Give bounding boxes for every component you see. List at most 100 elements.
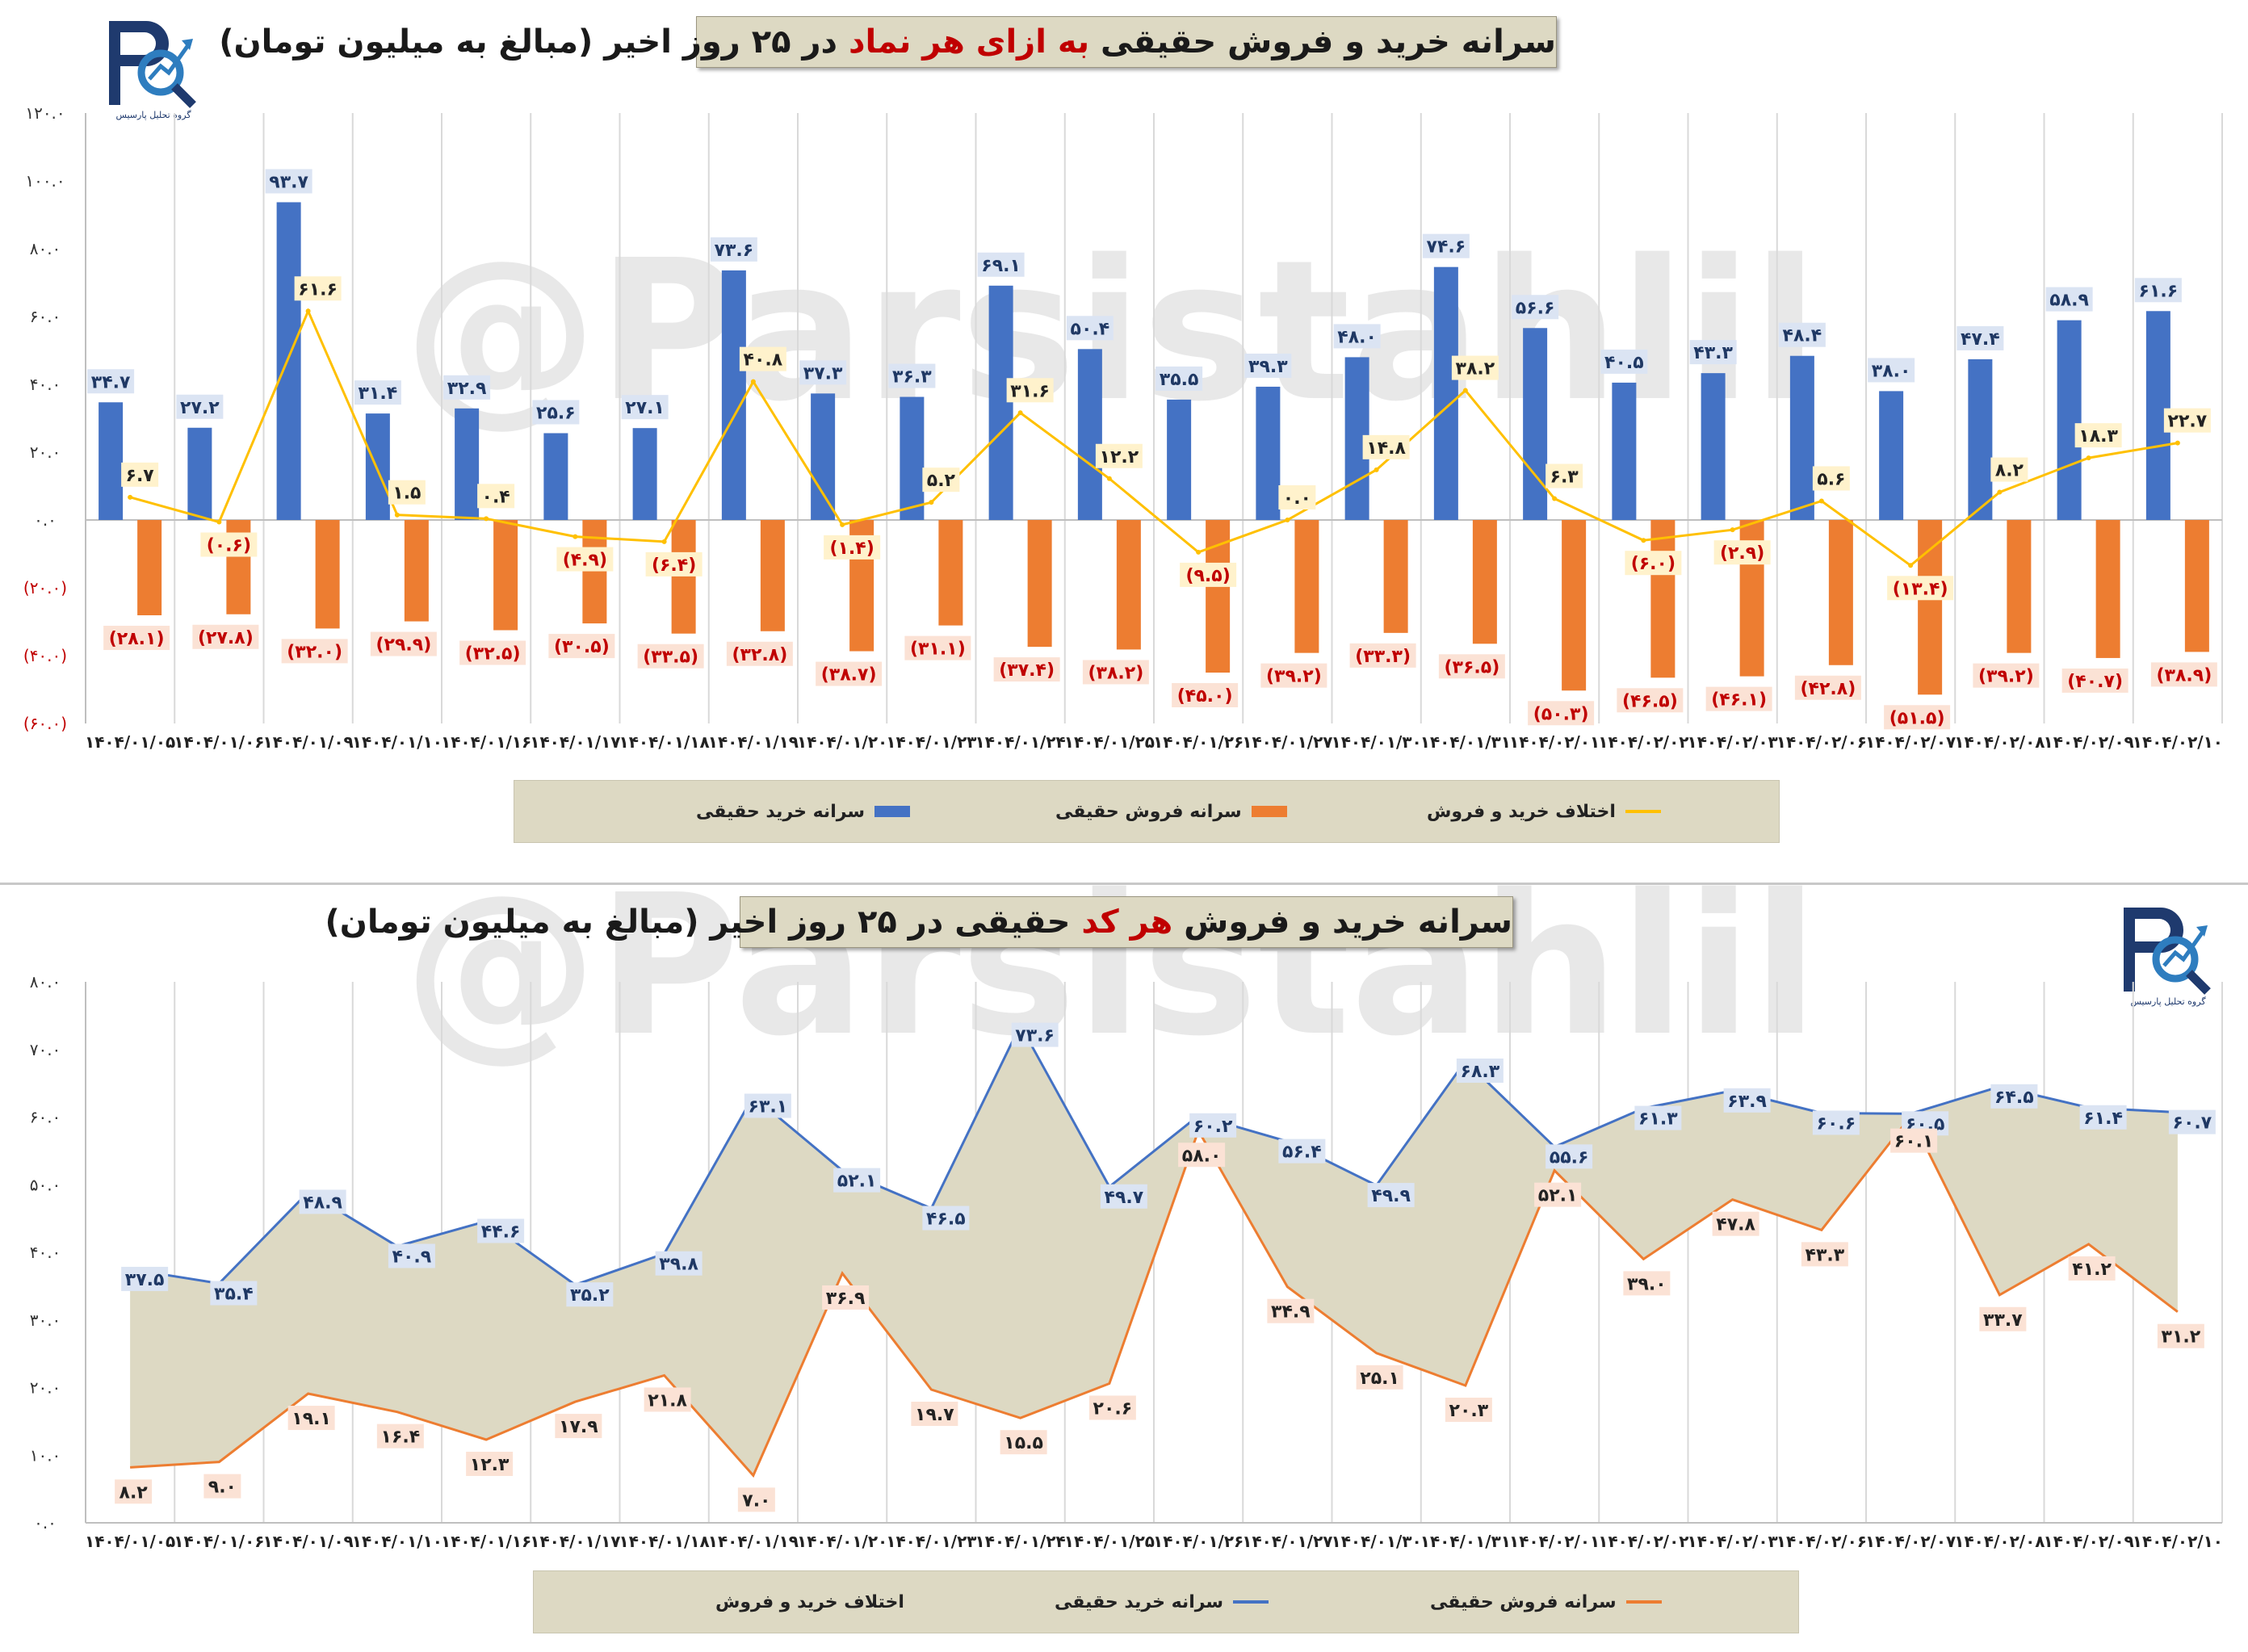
buy-data-label: ۴۹.۹ bbox=[1371, 1186, 1411, 1206]
sell-data-label-box bbox=[281, 639, 348, 664]
y-tick-label: ۶۰.۰ bbox=[30, 1108, 61, 1127]
sell-bar bbox=[137, 520, 162, 616]
diff-point bbox=[2175, 440, 2180, 446]
sell-bar bbox=[1828, 520, 1853, 665]
buy-bar bbox=[1077, 349, 1102, 520]
x-tick-label: ۱۴۰۴/۰۲/۰۹ bbox=[2043, 732, 2133, 752]
company-logo: گروه تحلیل پارسیس bbox=[2116, 903, 2221, 1011]
sell-data-label-box bbox=[459, 640, 526, 665]
x-tick-label: ۱۴۰۴/۰۱/۲۶ bbox=[1153, 732, 1244, 752]
buy-data-label-box bbox=[888, 363, 936, 388]
buy-data-label-box bbox=[2134, 278, 2182, 303]
sell-data-label-box bbox=[1973, 663, 2040, 688]
title-part: سرانه خرید و فروش حقیقی bbox=[1089, 23, 1556, 61]
diff-data-label-box bbox=[645, 551, 702, 577]
x-tick-label: ۱۴۰۴/۰۱/۲۳ bbox=[886, 732, 976, 752]
buy-data-label: ۷۳.۶ bbox=[715, 241, 754, 261]
sell-data-label-box bbox=[1438, 654, 1505, 679]
sell-data-label-box bbox=[1082, 660, 1149, 685]
diff-data-label: ۱۸.۳ bbox=[2078, 426, 2118, 447]
buy-bar bbox=[187, 427, 212, 520]
buy-data-label-box bbox=[265, 169, 312, 194]
sell-bar bbox=[2007, 520, 2032, 653]
sell-bar bbox=[760, 520, 785, 631]
buy-data-label: ۳۴.۷ bbox=[91, 372, 131, 392]
diff-data-label-box bbox=[1095, 443, 1143, 468]
buy-data-label-box bbox=[1278, 1138, 1326, 1164]
y-tick-label: (۴۰.۰) bbox=[23, 646, 67, 665]
buy-data-label-box bbox=[977, 252, 1025, 277]
buy-data-label-box bbox=[532, 400, 580, 425]
legend-bar-swatch bbox=[874, 806, 911, 817]
sell-data-label-box bbox=[1267, 1298, 1315, 1323]
x-tick-label: ۱۴۰۴/۰۱/۲۴ bbox=[975, 1532, 1065, 1551]
buy-data-label-box bbox=[655, 1251, 702, 1276]
title-part: حقیقی در ۲۵ روز اخیر (مبالغ به میلیون تو… bbox=[325, 904, 1082, 941]
legend-line-swatch bbox=[1233, 1600, 1269, 1604]
sell-data-label: (۳۸.۹) bbox=[2157, 665, 2212, 686]
buy-data-label-box bbox=[922, 1205, 970, 1231]
y-tick-label: (۲۰.۰) bbox=[23, 578, 67, 597]
x-tick-label: ۱۴۰۴/۰۱/۱۰ bbox=[352, 732, 442, 752]
buy-data-label: ۳۹.۸ bbox=[659, 1255, 698, 1275]
sell-data-label: ۱۹.۷ bbox=[915, 1405, 954, 1425]
diff-data-label: ۰.۰ bbox=[1283, 488, 1311, 509]
buy-bar bbox=[276, 202, 301, 520]
diff-data-label: ۱۴.۸ bbox=[1366, 438, 1406, 459]
buy-data-label-box bbox=[1812, 1110, 1860, 1135]
sell-bar bbox=[1918, 520, 1943, 695]
buy-data-label-box bbox=[621, 395, 669, 420]
buy-data-label-box bbox=[1868, 358, 1915, 383]
sell-data-label: (۴۶.۵) bbox=[1622, 691, 1678, 711]
buy-bar bbox=[99, 402, 124, 520]
diff-data-label-box bbox=[477, 484, 515, 509]
sell-data-label: ۲۰.۶ bbox=[1093, 1398, 1133, 1419]
buy-data-label-box bbox=[1723, 1088, 1771, 1113]
buy-data-label-box bbox=[176, 394, 224, 419]
x-tick-label: ۱۴۰۴/۰۲/۰۹ bbox=[2043, 1532, 2133, 1551]
bar-chart-per-symbol: (۶۰.۰) (۴۰.۰) (۲۰.۰) ۰.۰ ۲۰.۰ ۴۰.۰ ۶۰.۰ ۸۰.۰ ۱۰۰… bbox=[23, 103, 2223, 752]
legend-item-buy: سرانه خرید حقیقی bbox=[1055, 1571, 1269, 1633]
buy-data-label-box bbox=[354, 380, 401, 405]
buy-bar bbox=[365, 413, 390, 520]
x-tick-label: ۱۴۰۴/۰۱/۲۳ bbox=[886, 1532, 976, 1551]
sell-data-label-box bbox=[2061, 668, 2128, 693]
diff-data-label: ۱۲.۲ bbox=[1100, 447, 1139, 468]
x-tick-label: ۱۴۰۴/۰۱/۰۵ bbox=[85, 1532, 175, 1551]
chart-title-per-symbol: سرانه خرید و فروش حقیقی به ازای هر نماد … bbox=[219, 16, 1557, 68]
diff-point bbox=[1196, 549, 1202, 555]
diff-data-label: (۶.۰) bbox=[1631, 554, 1676, 574]
diff-data-label-box bbox=[1812, 466, 1850, 491]
sell-data-label: ۱۶.۴ bbox=[381, 1428, 421, 1448]
diff-data-label-box bbox=[739, 346, 786, 371]
legend-per-code: سرانه فروش حقیقی سرانه خرید حقیقی اختلاف… bbox=[533, 1570, 1799, 1633]
buy-data-label: ۷۴.۶ bbox=[1427, 237, 1466, 258]
legend-bar-swatch bbox=[1251, 806, 1287, 817]
title-highlight: هر کد bbox=[1081, 904, 1173, 941]
sell-data-label: (۳۸.۲) bbox=[1088, 663, 1144, 683]
sell-bar bbox=[1294, 520, 1319, 653]
area-chart-per-code: ۰.۰ ۱۰.۰ ۲۰.۰ ۳۰.۰ ۴۰.۰ ۵۰.۰ ۶۰.۰ ۷۰.۰ ۸۰.۰ ۱۴۰۴/… bbox=[30, 972, 2223, 1551]
diff-data-label: ۶۱.۶ bbox=[298, 279, 338, 300]
buy-data-label-box bbox=[2079, 1105, 2127, 1130]
sell-data-label-box bbox=[1712, 1211, 1759, 1236]
y-tick-label: ۴۰.۰ bbox=[30, 375, 61, 394]
x-tick-label: ۱۴۰۴/۰۱/۲۷ bbox=[1242, 732, 1332, 752]
diff-point bbox=[484, 516, 489, 522]
x-tick-label: ۱۴۰۴/۰۲/۰۸ bbox=[1954, 1532, 2045, 1551]
buy-data-label: ۹۳.۷ bbox=[269, 172, 308, 192]
sell-data-label: (۵۱.۵) bbox=[1889, 708, 1945, 728]
diff-data-label-box bbox=[824, 535, 881, 560]
x-tick-label: ۱۴۰۴/۰۲/۱۰ bbox=[2133, 1532, 2223, 1551]
x-tick-label: ۱۴۰۴/۰۱/۲۶ bbox=[1153, 1532, 1244, 1551]
title-highlight: به ازای هر نماد bbox=[848, 23, 1090, 61]
x-tick-label: ۱۴۰۴/۰۱/۳۰ bbox=[1331, 732, 1421, 752]
sell-data-label-box bbox=[103, 626, 170, 651]
sell-data-label-box bbox=[2068, 1256, 2116, 1281]
buy-bar bbox=[1968, 358, 1993, 520]
buy-data-label: ۵۶.۴ bbox=[1282, 1143, 1322, 1163]
x-tick-label: ۱۴۰۴/۰۲/۰۷ bbox=[1865, 732, 1956, 752]
diff-data-label: ۶.۷ bbox=[126, 466, 155, 486]
x-tick-label: ۱۴۰۴/۰۱/۱۷ bbox=[530, 732, 620, 752]
diff-data-label: ۱.۵ bbox=[392, 484, 421, 504]
